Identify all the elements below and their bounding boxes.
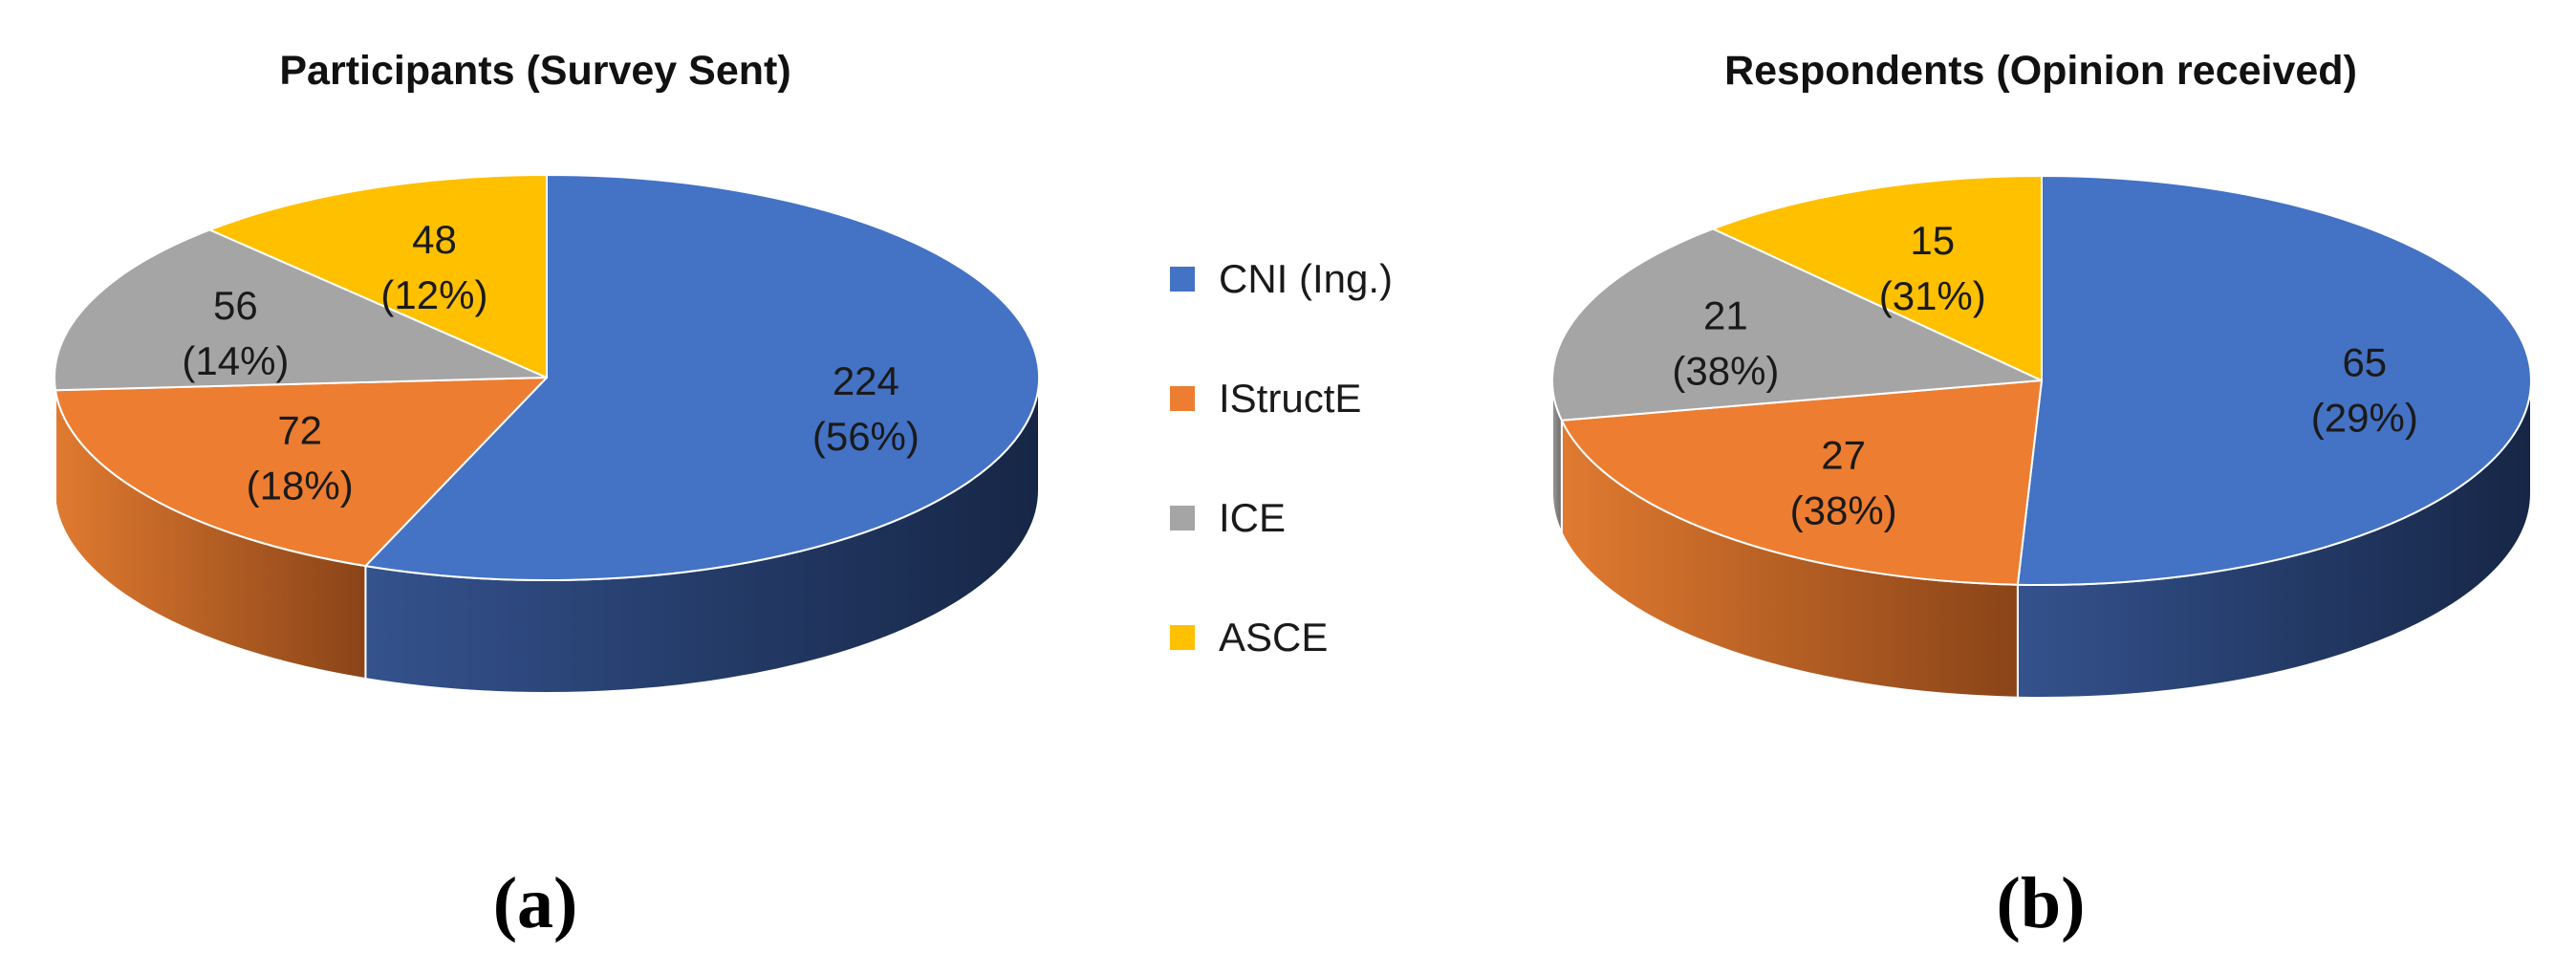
chart-a-slice-cni [364,174,1040,581]
chart-b-percent-label-ice: (38%) [1672,348,1779,393]
legend-label-ice: ICE [1219,495,1286,540]
legend-label-asce: ASCE [1219,615,1328,660]
chart-b-percent-label-asce: (31%) [1879,273,1986,318]
chart-b-value-label-istructe: 27 [1821,432,1866,477]
chart-b-pie: 65 (29%) 27 (38%) 21 (38%) 15 (31%) [1551,175,2533,699]
chart-a-value-label-asce: 48 [412,217,457,262]
chart-b-value-label-ice: 21 [1703,292,1748,337]
chart-a-slice-asce [208,174,548,379]
chart-a-percent-label-istructe: (18%) [247,463,354,508]
legend-swatch-istructe [1170,386,1195,411]
chart-a-value-label-istructe: 72 [277,407,322,452]
chart-a-side-ice [54,377,57,504]
chart-b-slice-asce [1712,175,2043,381]
chart-a-slice-istructe [54,377,548,568]
chart-a-value-label-ice: 56 [213,283,258,328]
chart-a-slice-ice [54,228,548,392]
legend-label-istructe: IStructE [1219,376,1361,421]
chart-a-value-label-cni: 224 [833,358,899,403]
legend: CNI (Ing.) IStructE ICE ASCE [1170,256,1393,660]
chart-b-slice-istructe [1560,379,2043,586]
chart-a-title: Participants (Survey Sent) [279,48,790,94]
chart-b-title: Respondents (Opinion received) [1724,48,2357,94]
chart-b-percent-label-cni: (29%) [2311,395,2418,440]
legend-swatch-asce [1170,625,1195,650]
chart-a-percent-label-asce: (12%) [380,272,487,317]
legend-swatch-ice [1170,506,1195,530]
legend-label-cni: CNI (Ing.) [1219,256,1393,301]
chart-a-pie: 224 (56%) 72 (18%) 56 (14%) 48 (12%) [54,174,1040,694]
chart-b-slice-cni [2016,175,2533,586]
chart-b: Respondents (Opinion received) 65 (29%) 27… [1551,48,2533,943]
chart-a-percent-label-ice: (14%) [182,338,289,383]
chart-b-value-label-asce: 15 [1910,218,1955,263]
chart-b-value-label-cni: 65 [2342,339,2387,384]
chart-a: Participants (Survey Sent) 224 (56%) 72 (18… [54,48,1040,943]
legend-swatch-cni [1170,267,1195,292]
chart-a-panel-label: (a) [493,863,578,943]
chart-b-percent-label-istructe: (38%) [1790,487,1897,532]
chart-b-panel-label: (b) [1997,863,2086,943]
chart-b-slice-ice [1551,227,2043,422]
chart-a-percent-label-cni: (56%) [812,414,920,459]
